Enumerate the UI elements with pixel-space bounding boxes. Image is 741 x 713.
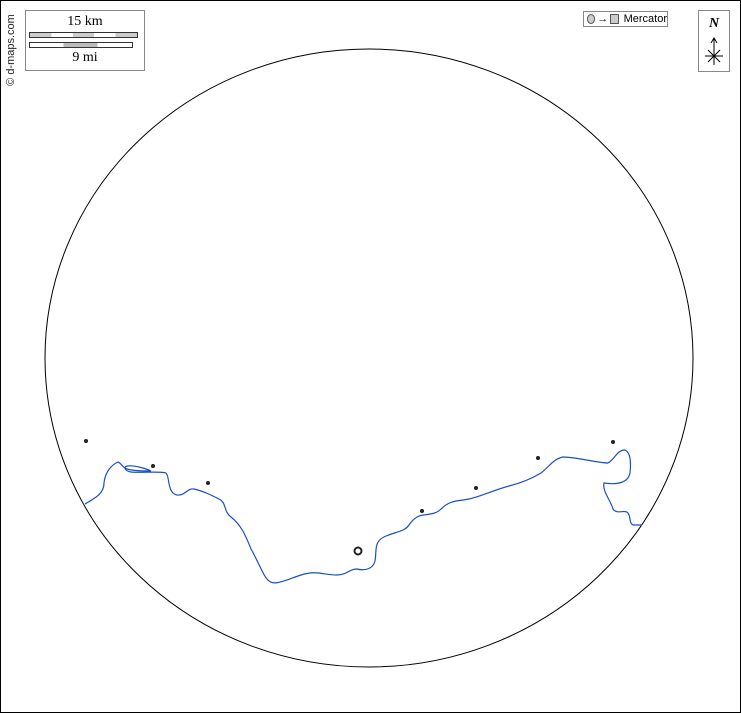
projection-name: Mercator [623,13,667,25]
circle-icon [587,14,596,24]
mi-bar [29,42,133,48]
north-arrow: N [698,10,730,72]
city-markers [84,439,615,513]
km-bar [29,32,138,38]
city-marker[interactable] [611,440,615,444]
square-icon [610,14,619,24]
compass-icon [705,37,723,65]
projection-label: → Mercator [583,11,668,27]
scale-mi-label: 9 mi [72,50,98,65]
map-boundary-circle [44,48,694,668]
copyright-credit: © d-maps.com [5,7,17,93]
city-marker[interactable] [151,464,155,468]
city-marker[interactable] [84,439,88,443]
city-marker[interactable] [536,456,540,460]
city-marker[interactable] [206,481,210,485]
scale-km-label: 15 km [67,14,103,29]
coastline [84,449,642,584]
arrow-icon: → [597,13,609,25]
capital-marker[interactable] [353,546,363,556]
credit-text: © d-maps.com [5,14,17,86]
city-marker[interactable] [420,509,424,513]
north-label: N [708,16,720,31]
scale-bar: 15 km 9 mi [25,10,145,71]
city-marker[interactable] [474,486,478,490]
